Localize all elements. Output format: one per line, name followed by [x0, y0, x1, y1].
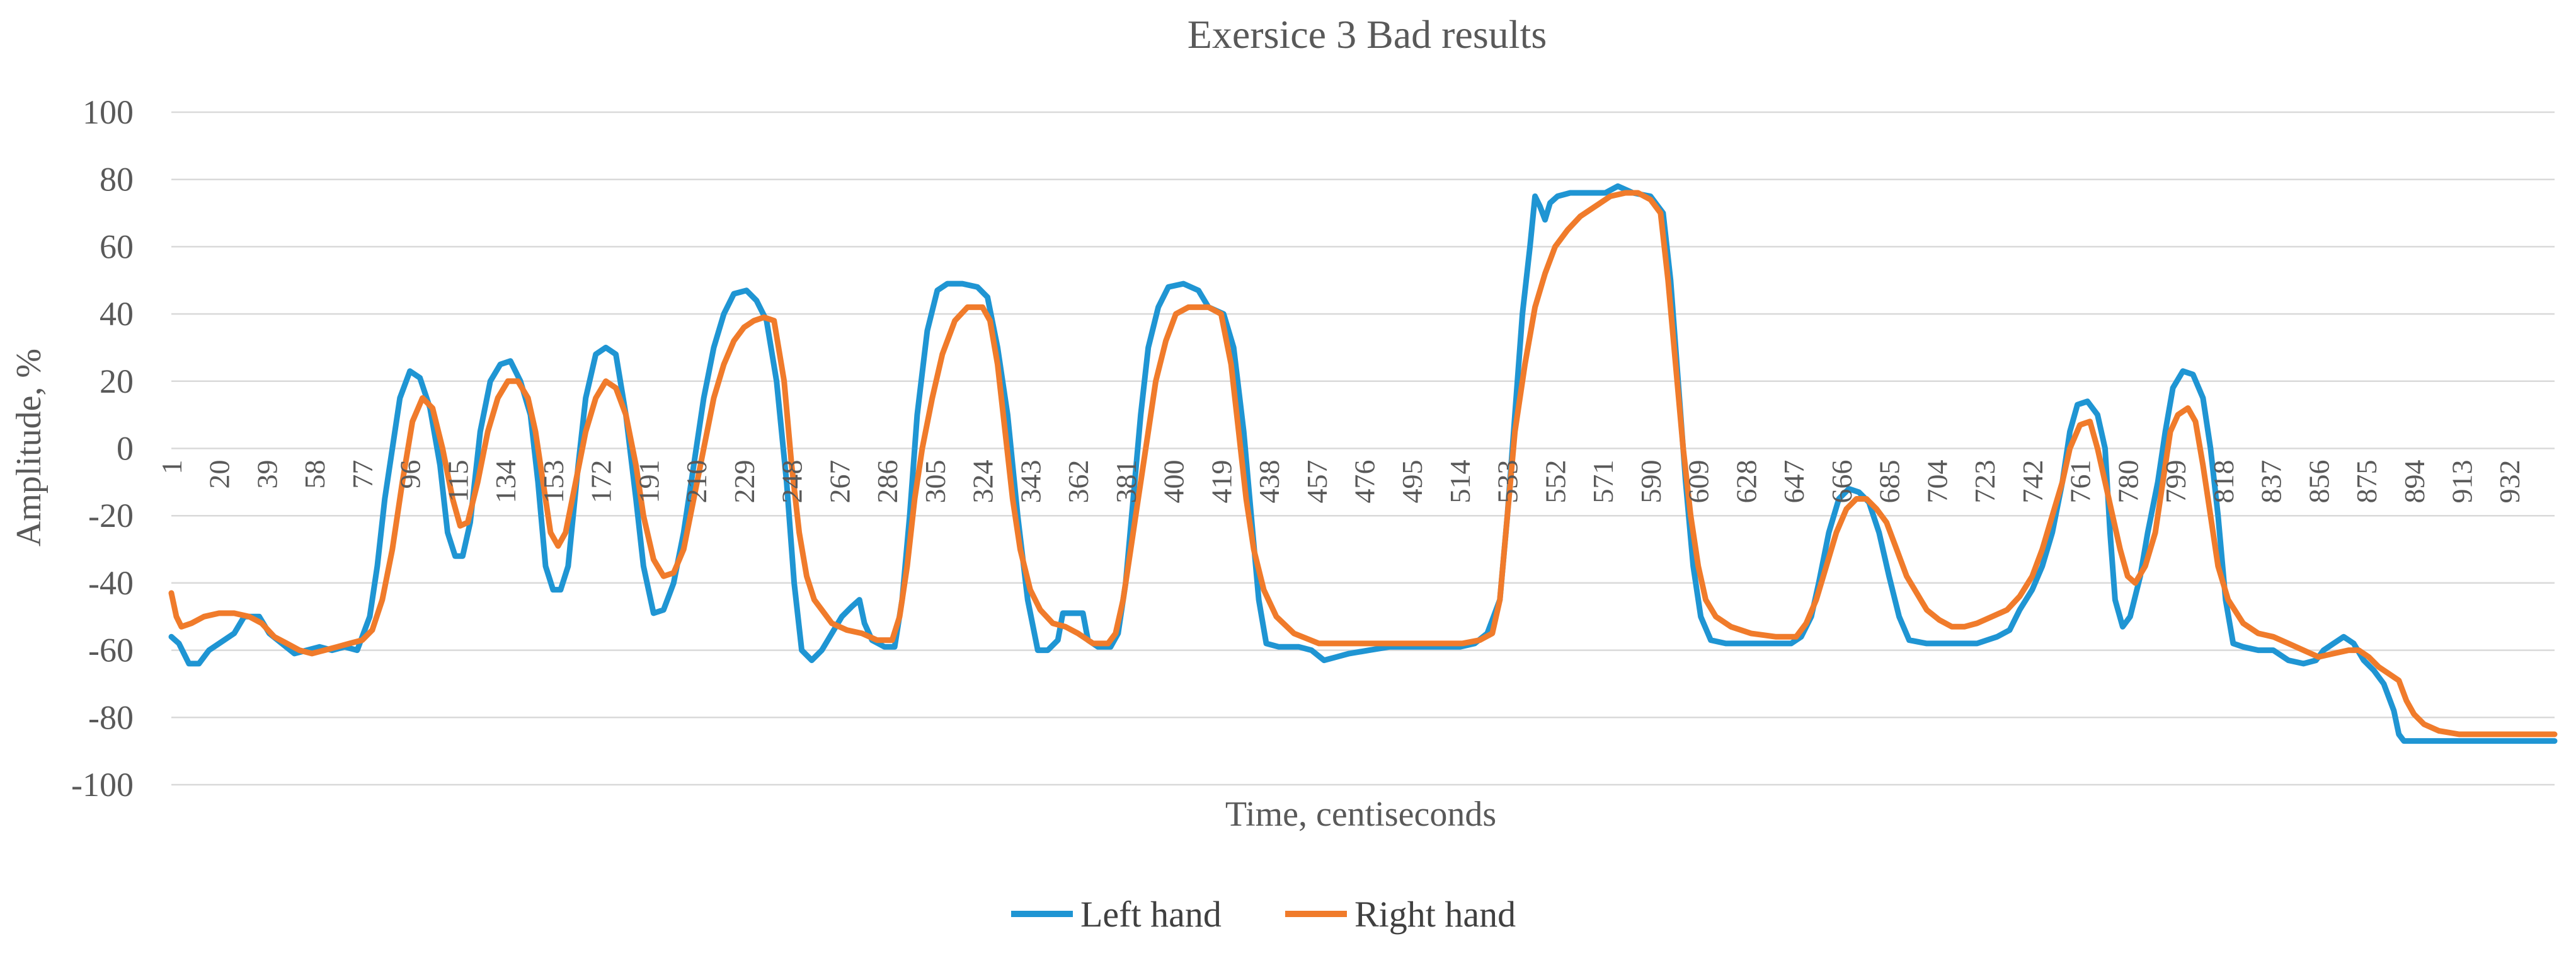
x-tick-label: 1 [156, 460, 188, 475]
legend: Left hand Right hand [1011, 894, 1516, 935]
x-tick-label: 267 [823, 460, 856, 504]
x-tick-label: 761 [2064, 460, 2097, 504]
x-tick-label: 742 [2017, 460, 2049, 504]
x-tick-label: 191 [633, 460, 665, 504]
x-tick-label: 552 [1540, 460, 1572, 504]
x-tick-label: 495 [1396, 460, 1428, 504]
x-tick-label: 58 [299, 460, 331, 489]
x-tick-label: 818 [2207, 460, 2240, 504]
x-tick-label: 134 [489, 460, 522, 504]
x-tick-label: 419 [1205, 460, 1237, 504]
x-tick-label: 229 [728, 460, 760, 504]
x-tick-label: 685 [1874, 460, 1906, 504]
x-tick-label: 571 [1587, 460, 1619, 504]
y-tick-label: -80 [88, 698, 134, 736]
x-tick-label: 457 [1301, 460, 1333, 504]
x-tick-label: 20 [203, 460, 236, 489]
x-tick-label: 362 [1062, 460, 1094, 504]
x-tick-label: 96 [394, 460, 426, 489]
y-tick-label: 60 [100, 228, 134, 265]
y-tick-label: 40 [100, 295, 134, 333]
x-tick-label: 894 [2398, 460, 2430, 504]
x-tick-label: 856 [2303, 460, 2335, 504]
plot-area [168, 183, 2558, 744]
y-tick-label: -60 [88, 632, 134, 669]
y-axis-ticks: 100 80 60 40 20 0 -20 -40 -60 -80 -100 [71, 93, 134, 804]
legend-label: Left hand [1080, 894, 1222, 935]
series-line-left-hand [168, 183, 2558, 744]
x-tick-label: 666 [1826, 460, 1858, 504]
y-tick-label: 20 [100, 362, 134, 400]
x-tick-label: 476 [1349, 460, 1381, 504]
x-tick-label: 932 [2493, 460, 2526, 504]
series-line-right-hand [168, 190, 2558, 737]
x-tick-label: 172 [585, 460, 617, 504]
y-axis-label: Amplitude, % [9, 349, 49, 546]
x-tick-label: 343 [1014, 460, 1046, 504]
x-axis-ticks: 1 20 39 58 77 96 115 134 153 172 191 210 229 248 267 28… [156, 460, 2526, 504]
x-tick-label: 609 [1683, 460, 1715, 504]
x-tick-label: 514 [1444, 460, 1476, 504]
x-tick-label: 381 [1110, 460, 1142, 504]
x-tick-label: 153 [537, 460, 570, 504]
y-tick-label: -20 [88, 497, 134, 534]
gridlines [171, 111, 2555, 786]
x-tick-label: 704 [1921, 460, 1953, 504]
x-tick-label: 533 [1492, 460, 1524, 504]
x-tick-label: 438 [1253, 460, 1285, 504]
x-tick-label: 400 [1158, 460, 1190, 504]
y-tick-label: 0 [117, 430, 134, 468]
x-tick-label: 115 [442, 460, 474, 502]
x-tick-label: 39 [251, 460, 283, 489]
x-tick-label: 837 [2255, 460, 2287, 504]
x-tick-label: 780 [2112, 460, 2144, 504]
chart-title: Exersice 3 Bad results [1188, 12, 1547, 57]
x-tick-label: 647 [1778, 460, 1810, 504]
y-tick-label: 80 [100, 161, 134, 199]
x-tick-label: 286 [871, 460, 903, 504]
y-tick-label: -40 [88, 564, 134, 602]
x-tick-label: 324 [967, 460, 999, 504]
y-tick-label: 100 [83, 93, 134, 131]
x-tick-label: 77 [346, 460, 379, 489]
x-tick-label: 248 [776, 460, 808, 504]
x-tick-label: 628 [1730, 460, 1762, 504]
x-tick-label: 875 [2350, 460, 2383, 504]
x-axis-label: Time, centiseconds [1225, 795, 1496, 834]
x-tick-label: 590 [1635, 460, 1667, 504]
x-tick-label: 913 [2446, 460, 2478, 504]
x-tick-label: 305 [919, 460, 951, 504]
x-tick-label: 723 [1969, 460, 2001, 504]
x-tick-label: 210 [680, 460, 713, 504]
y-tick-label: -100 [71, 766, 134, 804]
legend-label: Right hand [1354, 894, 1516, 935]
x-tick-label: 799 [2160, 460, 2192, 504]
